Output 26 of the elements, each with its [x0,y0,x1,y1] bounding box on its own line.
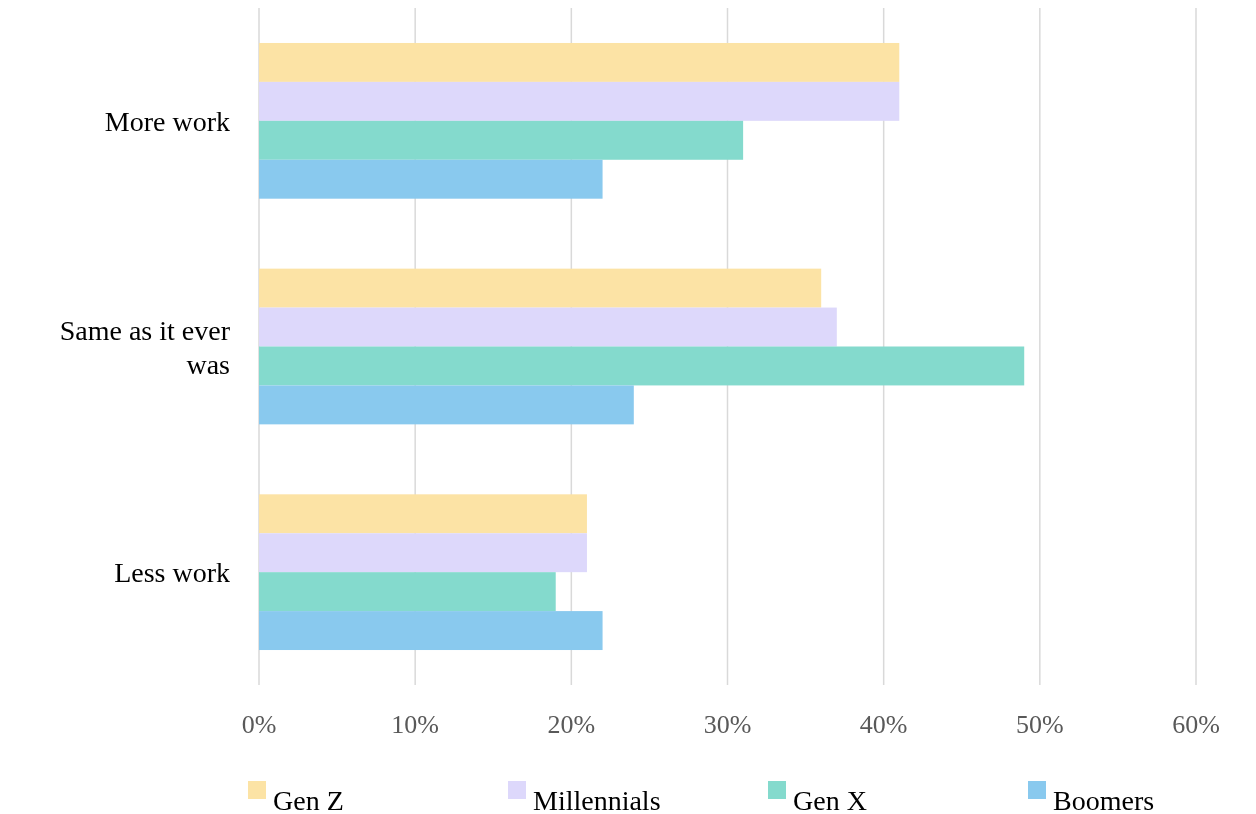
x-tick-label: 60% [1172,710,1220,739]
x-tick-label: 0% [241,710,277,739]
bar [259,346,1025,386]
x-tick-label: 50% [1016,710,1064,739]
x-tick-label: 20% [547,710,596,739]
bar [259,533,587,573]
legend-label: Gen X [793,785,867,814]
legend-label: Millennials [533,785,661,814]
x-tick-label: 30% [703,710,752,739]
bar [259,120,744,160]
y-tick-label: Same as it ever was [59,314,231,380]
legend-label: Boomers [1053,785,1155,814]
bar [259,572,556,612]
bar [259,307,837,347]
legend-label: Gen Z [273,785,344,814]
bar [259,81,900,121]
bar [259,268,822,308]
x-tick-label: 40% [859,710,908,739]
bar [259,611,603,651]
x-tick-label: 10% [391,710,439,739]
bar [259,42,900,82]
y-tick-label: More work [104,105,230,137]
bar [259,494,587,534]
bar [259,159,603,199]
y-tick-label: Less work [114,557,230,589]
bar [259,385,634,425]
